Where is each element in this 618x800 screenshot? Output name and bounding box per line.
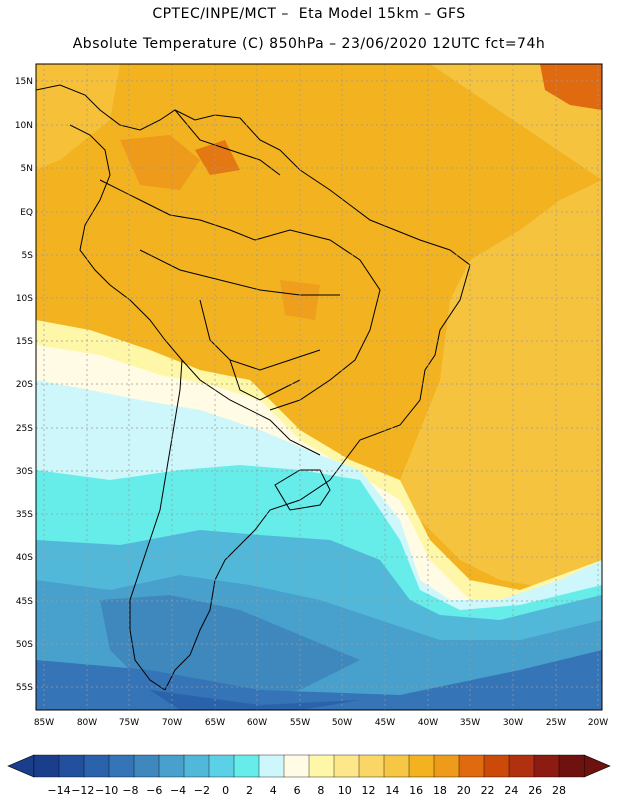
lon-label: 80W <box>77 718 97 728</box>
colorbar-label: −6 <box>146 784 162 797</box>
colorbar-swatch <box>308 754 335 778</box>
lon-label: 70W <box>162 718 182 728</box>
lat-label: 30S <box>16 467 33 477</box>
lon-label: 60W <box>247 718 267 728</box>
colorbar-swatch <box>83 754 110 778</box>
colorbar-label: 18 <box>433 784 447 797</box>
colorbar-swatch <box>208 754 235 778</box>
lon-label: 50W <box>332 718 352 728</box>
lat-label: 10N <box>15 121 33 131</box>
colorbar-swatch <box>458 754 485 778</box>
lat-label: 35S <box>16 510 33 520</box>
colorbar-swatch <box>558 754 585 778</box>
map-frame <box>35 63 603 711</box>
map-title-line1: CPTEC/INPE/MCT – Eta Model 15km – GFS <box>152 6 466 22</box>
colorbar-high-arrow <box>583 754 611 778</box>
colorbar-label: 2 <box>246 784 253 797</box>
colorbar-label: −12 <box>71 784 94 797</box>
colorbar-label: −8 <box>122 784 138 797</box>
colorbar-swatch <box>33 754 60 778</box>
colorbar-label: 28 <box>552 784 566 797</box>
lat-label: EQ <box>20 208 33 218</box>
colorbar-swatch <box>383 754 410 778</box>
lat-label: 45S <box>16 597 33 607</box>
lat-label: 15N <box>15 77 33 87</box>
lat-label: 20S <box>16 380 33 390</box>
lon-label: 75W <box>119 718 139 728</box>
colorbar-swatch <box>158 754 185 778</box>
lat-label: 5S <box>22 251 34 261</box>
colorbar-swatch <box>233 754 260 778</box>
lon-label: 25W <box>546 718 566 728</box>
colorbar-label: 0 <box>222 784 229 797</box>
colorbar: −14 −12 −10 −8 −6 −4 −2 0 2 4 6 8 10 12 14 16 18 20 22 24 26… <box>7 754 611 797</box>
colorbar-swatch <box>333 754 360 778</box>
colorbar-label: 24 <box>504 784 518 797</box>
lon-label: 30W <box>503 718 523 728</box>
colorbar-label: 4 <box>270 784 277 797</box>
colorbar-low-arrow <box>7 754 35 778</box>
lat-label: 10S <box>16 294 33 304</box>
lon-label: 85W <box>34 718 54 728</box>
map-grid <box>36 64 602 710</box>
lat-label: 55S <box>16 683 33 693</box>
lon-axis: 85W 80W 75W 70W 65W 60W 55W 50W 45W 40W … <box>34 718 608 728</box>
lon-label: 35W <box>460 718 480 728</box>
temperature-field <box>36 64 602 710</box>
lat-label: 50S <box>16 640 33 650</box>
lat-axis: 15N 10N 5N EQ 5S 10S 15S 20S 25S 30S 35S… <box>15 77 33 693</box>
colorbar-label: 12 <box>362 784 376 797</box>
colorbar-swatch <box>58 754 85 778</box>
colorbar-swatch <box>258 754 285 778</box>
colorbar-label: 22 <box>481 784 495 797</box>
colorbar-label: −2 <box>194 784 210 797</box>
colorbar-label: −4 <box>170 784 186 797</box>
map-title-line2: Absolute Temperature (C) 850hPa – 23/06/… <box>72 36 546 52</box>
lon-label: 45W <box>375 718 395 728</box>
colorbar-swatch <box>433 754 460 778</box>
colorbar-swatch <box>108 754 135 778</box>
lat-label: 40S <box>16 553 33 563</box>
lon-label: 65W <box>205 718 225 728</box>
lat-label: 15S <box>16 337 33 347</box>
lat-label: 25S <box>16 424 33 434</box>
colorbar-swatch <box>508 754 535 778</box>
colorbar-label: 6 <box>294 784 301 797</box>
colorbar-swatch <box>533 754 560 778</box>
colorbar-label: −14 <box>47 784 70 797</box>
colorbar-label: −10 <box>95 784 118 797</box>
colorbar-label: 26 <box>528 784 542 797</box>
colorbar-swatch <box>483 754 510 778</box>
lon-label: 55W <box>290 718 310 728</box>
colorbar-swatch <box>183 754 210 778</box>
colorbar-swatch <box>283 754 310 778</box>
colorbar-label: 10 <box>338 784 352 797</box>
colorbar-label: 8 <box>317 784 324 797</box>
lon-label: 20W <box>588 718 608 728</box>
colorbar-label: 20 <box>457 784 471 797</box>
colorbar-label: 16 <box>409 784 423 797</box>
colorbar-label: 14 <box>385 784 399 797</box>
colorbar-swatch <box>358 754 385 778</box>
colorbar-swatch <box>133 754 160 778</box>
colorbar-swatch <box>408 754 435 778</box>
lon-label: 40W <box>418 718 438 728</box>
lat-label: 5N <box>21 164 33 174</box>
